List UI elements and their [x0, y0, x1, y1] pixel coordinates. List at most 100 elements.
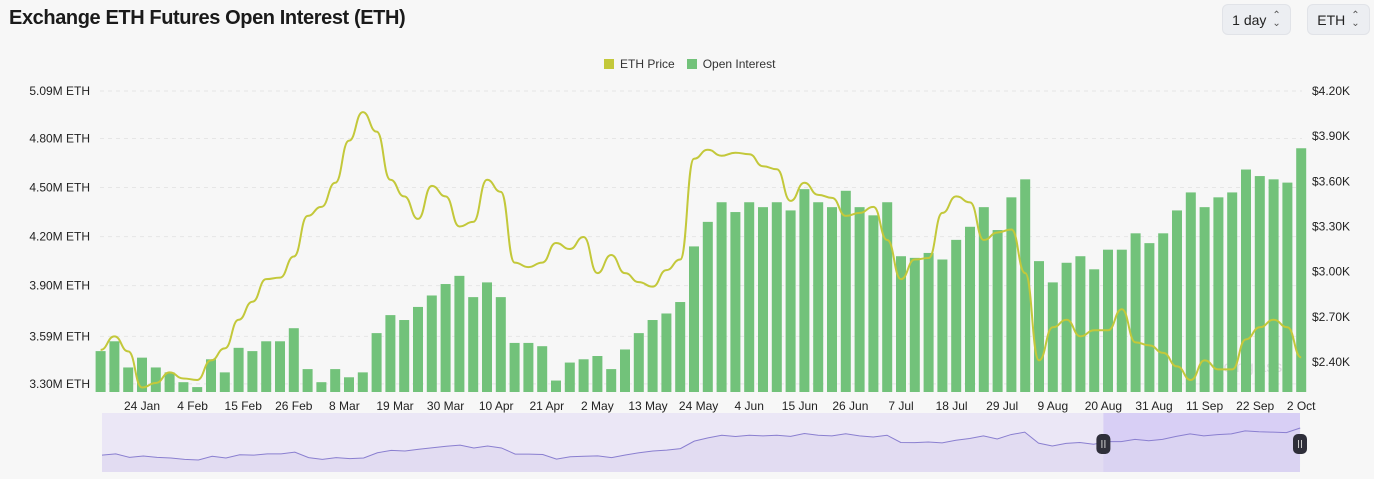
- y-right-tick-label: $3.00K: [1312, 265, 1350, 279]
- x-tick-label: 9 Aug: [1037, 399, 1068, 413]
- legend-item-open-interest[interactable]: Open Interest: [686, 57, 776, 71]
- x-tick-label: 4 Jun: [735, 399, 764, 413]
- oi-bar: [909, 257, 920, 392]
- legend-swatch-icon: [604, 59, 614, 69]
- oi-bar: [454, 275, 465, 392]
- oi-bar: [426, 295, 437, 392]
- legend-item-eth-price[interactable]: ETH Price: [604, 57, 675, 71]
- y-right-tick-label: $4.20K: [1312, 84, 1350, 98]
- x-tick-label: 29 Jul: [986, 399, 1018, 413]
- oi-bar: [633, 333, 644, 392]
- oi-bar: [785, 210, 796, 392]
- unit-select[interactable]: ETH ⌃ ⌄: [1307, 4, 1370, 35]
- oi-bar: [882, 202, 893, 392]
- oi-bar: [758, 207, 768, 392]
- oi-bar: [551, 380, 561, 392]
- y-left-tick-label: 4.50M ETH: [29, 181, 90, 195]
- oi-bar: [1172, 210, 1182, 392]
- oi-bar: [965, 226, 975, 392]
- legend-label: Open Interest: [702, 57, 776, 71]
- oi-bar: [1103, 249, 1113, 392]
- oi-bar: [385, 315, 396, 392]
- x-tick-label: 24 May: [679, 399, 718, 413]
- oi-bar: [1020, 179, 1031, 392]
- x-tick-label: 4 Feb: [177, 399, 208, 413]
- oi-bar: [468, 297, 479, 392]
- oi-bar: [1130, 233, 1141, 392]
- oi-bar: [344, 377, 354, 392]
- oi-bar: [1061, 262, 1072, 392]
- oi-bar: [937, 259, 948, 392]
- oi-bar: [854, 207, 865, 392]
- oi-bar: [647, 320, 658, 392]
- unit-value: ETH: [1317, 11, 1346, 28]
- x-tick-label: 26 Feb: [275, 399, 313, 413]
- oi-bar: [537, 346, 548, 392]
- oi-bar: [206, 359, 216, 392]
- oi-bar: [109, 341, 120, 392]
- y-left-tick-label: 4.20M ETH: [29, 230, 90, 244]
- x-tick-label: 8 Mar: [329, 399, 360, 413]
- x-tick-label: 15 Jun: [782, 399, 818, 413]
- oi-bar: [233, 347, 244, 392]
- chart-legend: ETH Price Open Interest: [604, 57, 775, 71]
- eth-price-line: [100, 111, 1302, 389]
- x-tick-label: 13 May: [628, 399, 667, 413]
- oi-bar: [702, 221, 713, 392]
- oi-bar: [992, 230, 1003, 392]
- range-slider-handle[interactable]: [1293, 434, 1307, 454]
- y-right-tick-label: $3.30K: [1312, 219, 1350, 233]
- oi-bar: [1199, 207, 1210, 392]
- oi-bar: [261, 341, 272, 392]
- y-left-tick-label: 3.30M ETH: [29, 377, 90, 391]
- page-title: Exchange ETH Futures Open Interest (ETH): [9, 7, 406, 29]
- y-left-tick-label: 5.09M ETH: [29, 84, 90, 98]
- oi-bar: [1282, 182, 1293, 392]
- oi-bar: [1227, 192, 1238, 392]
- oi-bar: [564, 362, 575, 392]
- oi-bar: [606, 369, 617, 392]
- range-slider-handle[interactable]: [1096, 434, 1111, 454]
- x-tick-label: 26 Jun: [832, 399, 868, 413]
- interval-select[interactable]: 1 day ⌃ ⌄: [1222, 4, 1291, 35]
- oi-bar: [799, 189, 810, 392]
- oi-bar: [868, 215, 879, 392]
- oi-bar: [923, 252, 934, 392]
- oi-bar: [495, 297, 506, 392]
- oi-bar: [730, 212, 741, 392]
- oi-bar: [330, 369, 341, 392]
- oi-bar: [620, 349, 630, 392]
- oi-bar: [813, 202, 824, 392]
- oi-bar: [744, 202, 755, 392]
- oi-bar: [1158, 233, 1169, 392]
- oi-bar: [247, 351, 258, 392]
- y-right-tick-label: $3.90K: [1312, 129, 1350, 143]
- oi-bar: [399, 320, 410, 392]
- oi-bar: [1047, 282, 1058, 392]
- oi-bar: [371, 333, 382, 392]
- oi-bar: [840, 190, 851, 392]
- y-right-tick-label: $3.60K: [1312, 174, 1350, 188]
- x-tick-label: 2 Oct: [1287, 399, 1316, 413]
- oi-bar: [482, 282, 492, 392]
- oi-bar: [978, 207, 989, 392]
- oi-bar: [771, 202, 782, 392]
- x-tick-label: 21 Apr: [529, 399, 564, 413]
- legend-swatch-icon: [686, 59, 697, 69]
- oi-bar: [413, 306, 423, 392]
- oi-bar: [1241, 169, 1251, 392]
- x-tick-label: 18 Jul: [936, 399, 968, 413]
- oi-bar: [523, 342, 534, 392]
- x-tick-label: 19 Mar: [376, 399, 413, 413]
- y-left-tick-label: 3.90M ETH: [29, 279, 90, 293]
- oi-bar: [164, 372, 175, 392]
- oi-bar: [675, 302, 686, 392]
- oi-bar: [1144, 243, 1155, 392]
- oi-bar: [689, 246, 699, 392]
- oi-bar: [1296, 148, 1307, 392]
- oi-bar: [578, 359, 589, 392]
- oi-bar: [827, 207, 837, 392]
- oi-bar: [1116, 249, 1127, 392]
- oi-bar: [592, 356, 603, 392]
